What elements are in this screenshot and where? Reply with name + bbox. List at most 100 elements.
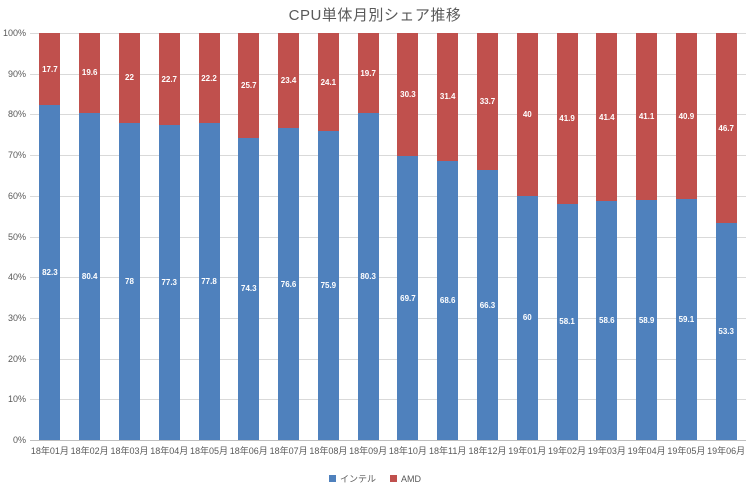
bar-segment-intel: 59.1 <box>675 199 697 440</box>
y-tick-label: 80% <box>7 109 26 120</box>
bar-stack: 23.4 76.6 <box>278 33 300 440</box>
bar-segment-intel: 69.7 <box>397 156 419 440</box>
data-label-amd: 40 <box>522 109 532 119</box>
bar-segment-amd: 24.1 <box>317 33 339 132</box>
x-tick-label: 19年04月 <box>627 446 666 456</box>
bar-segment-amd: 33.7 <box>476 33 498 171</box>
data-label-intel: 68.6 <box>439 295 456 305</box>
legend-item-intel: インテル <box>328 472 376 485</box>
y-tick-label: 90% <box>7 68 26 79</box>
bar-column: 25.7 74.3 <box>229 33 269 440</box>
gridline <box>30 73 746 75</box>
bar-segment-intel: 78 <box>118 122 140 440</box>
x-tick-label: 18年01月 <box>30 446 69 456</box>
bar-stack: 19.7 80.3 <box>357 33 379 440</box>
bar-column: 22.2 77.8 <box>189 33 229 440</box>
x-tick-label: 18年08月 <box>309 446 348 456</box>
bar-segment-amd: 31.4 <box>437 33 459 161</box>
data-label-amd: 19.7 <box>360 68 376 78</box>
y-tick-label: 100% <box>2 28 26 38</box>
legend-label-amd: AMD <box>401 473 421 484</box>
x-tick-label: 19年03月 <box>587 446 626 456</box>
bar-segment-amd: 41.1 <box>636 33 658 201</box>
y-tick-label: 60% <box>7 190 26 201</box>
x-tick-label: 19年05月 <box>667 446 706 456</box>
data-label-amd: 33.7 <box>479 97 496 107</box>
data-label-amd: 22 <box>125 73 134 83</box>
intel-swatch-icon <box>328 475 336 482</box>
bar-segment-intel: 66.3 <box>476 170 498 440</box>
bar-stack: 46.7 53.3 <box>715 33 737 440</box>
x-tick-label: 18年02月 <box>70 446 109 456</box>
bar-stack: 22 78 <box>118 33 140 440</box>
data-label-intel: 77.3 <box>161 278 178 288</box>
bar-column: 30.3 69.7 <box>388 33 428 440</box>
data-label-amd: 40.9 <box>678 111 695 121</box>
chart-title: CPU単体月別シェア推移 <box>288 7 462 24</box>
data-label-amd: 46.7 <box>718 123 734 133</box>
y-axis: 0% 10% 20% 30% 40% 50% 60% 70% 80% 90% 100% <box>0 28 26 445</box>
x-tick-label: 18年05月 <box>190 446 229 456</box>
plot-area: 17.7 82.3 19.6 80.4 22 78 22.7 77.3 22.2 77.8 25.7… <box>30 33 746 441</box>
bar-stack: 22.7 77.3 <box>158 33 180 440</box>
data-label-intel: 80.4 <box>81 271 98 281</box>
bar-stack: 41.9 58.1 <box>556 33 578 440</box>
data-label-amd: 41.4 <box>599 112 615 122</box>
data-label-intel: 58.6 <box>599 316 615 326</box>
gridline <box>30 114 746 116</box>
bar-segment-intel: 80.3 <box>357 113 379 440</box>
y-tick-label: 10% <box>7 394 26 405</box>
bar-column: 40.9 59.1 <box>667 33 707 440</box>
y-tick-label: 30% <box>7 312 26 323</box>
data-label-amd: 19.6 <box>81 68 98 78</box>
data-label-amd: 17.7 <box>42 64 58 74</box>
x-tick-label: 18年09月 <box>349 446 388 456</box>
bar-series: 17.7 82.3 19.6 80.4 22 78 22.7 77.3 22.2 77.8 25.7… <box>30 33 746 440</box>
data-label-intel: 53.3 <box>718 327 734 337</box>
bar-column: 23.4 76.6 <box>269 33 309 440</box>
data-label-amd: 25.7 <box>241 80 257 90</box>
bar-segment-amd: 19.7 <box>357 33 379 114</box>
bar-segment-intel: 58.1 <box>556 203 578 440</box>
gridline <box>30 317 746 319</box>
bar-column: 31.4 68.6 <box>428 33 468 440</box>
bar-segment-intel: 77.3 <box>158 125 180 440</box>
data-label-amd: 22.2 <box>201 73 217 83</box>
bar-column: 24.1 75.9 <box>308 33 348 440</box>
bar-segment-intel: 74.3 <box>238 137 260 440</box>
y-tick-label: 50% <box>7 231 26 242</box>
bar-column: 17.7 82.3 <box>30 33 70 440</box>
bar-segment-intel: 77.8 <box>198 123 220 440</box>
data-label-intel: 58.9 <box>638 315 655 325</box>
data-label-intel: 80.3 <box>360 272 376 282</box>
x-tick-label: 18年04月 <box>150 446 189 456</box>
bar-segment-amd: 41.4 <box>596 33 618 202</box>
bar-stack: 19.6 80.4 <box>79 33 101 440</box>
amd-swatch-icon <box>390 475 397 482</box>
gridline <box>30 236 746 238</box>
data-label-intel: 66.3 <box>479 300 496 310</box>
x-axis: 18年01月 18年02月 18年03月 18年04月 18年05月 18年06月 18年0… <box>30 444 746 457</box>
bar-segment-intel: 80.4 <box>79 112 101 440</box>
gridline <box>30 155 746 157</box>
data-label-intel: 59.1 <box>678 315 695 325</box>
bar-segment-amd: 17.7 <box>39 33 61 106</box>
x-tick-label: 18年12月 <box>468 446 507 456</box>
data-label-intel: 78 <box>125 276 134 286</box>
data-label-intel: 76.6 <box>280 279 297 289</box>
bar-stack: 30.3 69.7 <box>397 33 419 440</box>
bar-segment-intel: 82.3 <box>39 105 61 440</box>
data-label-amd: 31.4 <box>439 92 456 102</box>
bar-column: 40 60 <box>507 33 547 440</box>
data-label-amd: 41.1 <box>638 112 655 122</box>
bar-stack: 40 60 <box>516 33 538 440</box>
bar-stack: 33.7 66.3 <box>476 33 498 440</box>
bar-segment-intel: 58.9 <box>636 200 658 440</box>
x-tick-label: 18年11月 <box>429 446 467 456</box>
bar-stack: 41.4 58.6 <box>596 33 618 440</box>
bar-column: 33.7 66.3 <box>468 33 508 440</box>
data-label-amd: 30.3 <box>400 90 416 100</box>
x-tick-label: 19年01月 <box>508 446 547 456</box>
bar-segment-amd: 41.9 <box>556 33 578 204</box>
